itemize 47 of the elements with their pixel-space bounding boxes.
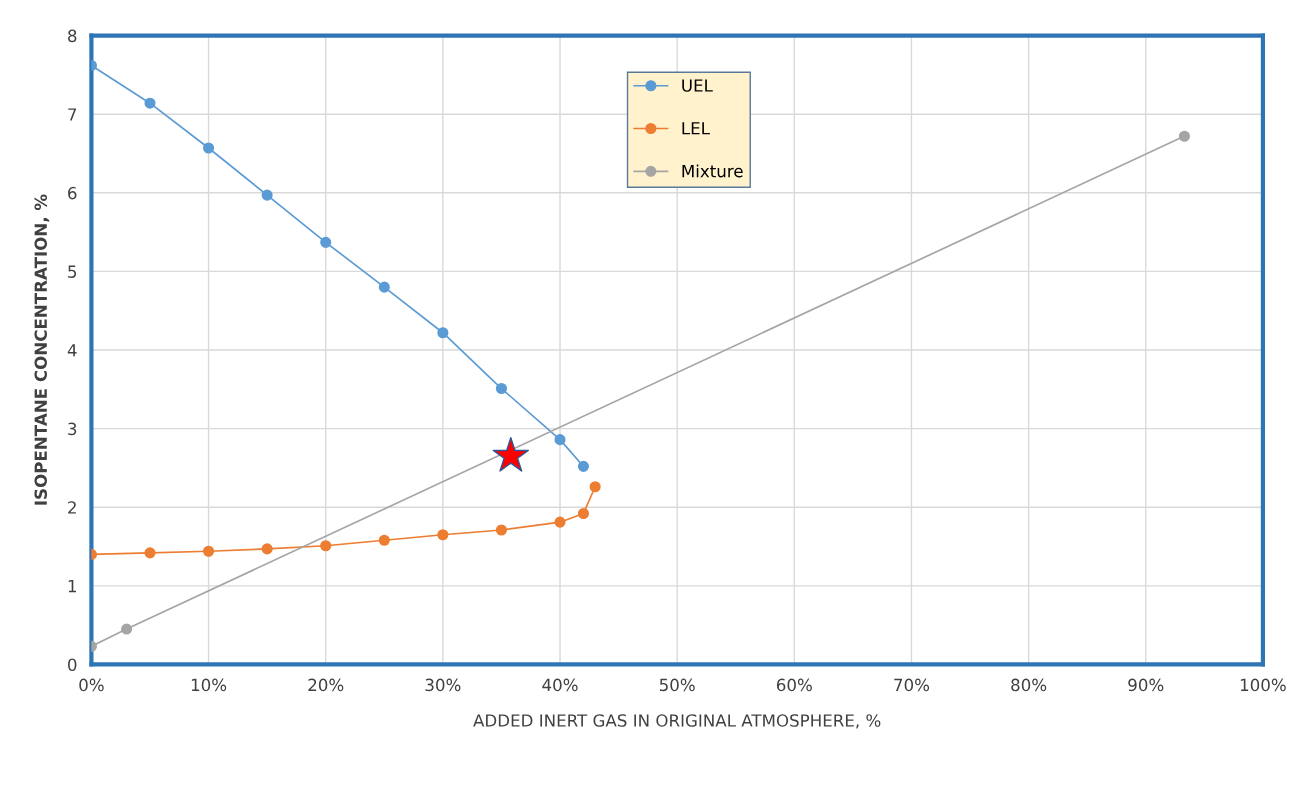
y-tick-label: 7: [68, 108, 77, 121]
point: [320, 540, 332, 552]
point: [495, 524, 507, 536]
x-tick-label: 10%: [191, 678, 227, 692]
x-tick-label: 90%: [1128, 678, 1164, 692]
point: [495, 382, 507, 395]
x-tick-label: 70%: [894, 678, 930, 692]
point: [437, 327, 449, 339]
legend-label: UEL: [682, 79, 713, 92]
x-tick-label: 100%: [1240, 678, 1286, 692]
y-tick-label: 6: [68, 186, 77, 200]
x-tick-label: 80%: [1011, 678, 1047, 692]
y-tick-label: 8: [68, 29, 77, 43]
y-tick-label: 2: [68, 501, 76, 514]
point: [554, 434, 566, 446]
point: [144, 547, 156, 559]
y-tick-label: 0: [68, 658, 77, 672]
point: [203, 545, 215, 557]
x-tick-label: 0%: [79, 678, 104, 692]
point: [378, 281, 390, 293]
point: [577, 507, 589, 520]
point: [577, 460, 589, 472]
legend-label: LEL: [682, 122, 710, 135]
point: [320, 236, 332, 248]
x-tick-label: 20%: [308, 678, 344, 692]
point: [261, 189, 273, 201]
y-tick-label: 1: [68, 580, 76, 593]
x-axis-title: ADDED INERT GAS IN ORIGINAL ATMOSPHERE, %: [473, 714, 881, 729]
x-tick-label: 60%: [776, 678, 812, 692]
point: [261, 543, 273, 555]
point: [121, 623, 133, 635]
x-tick-label: 30%: [425, 678, 461, 692]
x-tick-label: 50%: [659, 678, 695, 692]
point: [554, 516, 566, 528]
point: [378, 534, 390, 546]
y-tick-label: 3: [68, 422, 77, 436]
y-axis-title: ISOPENTANE CONCENTRATION, %: [34, 194, 50, 505]
x-tick-label: 40%: [542, 678, 578, 692]
point: [492, 437, 529, 472]
y-tick-label: 4: [67, 344, 77, 357]
legend-label: Mixture: [682, 164, 743, 178]
point: [144, 97, 156, 109]
point: [203, 142, 215, 154]
point: [589, 481, 601, 493]
y-tick-label: 5: [68, 265, 77, 278]
point: [437, 529, 449, 541]
point: [1178, 130, 1190, 142]
